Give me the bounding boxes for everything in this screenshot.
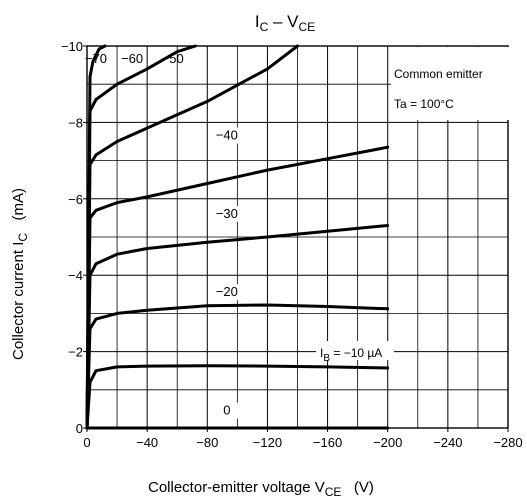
x-tick-label: −120 [253,435,282,450]
curve-label: −50 [162,51,184,66]
curve-label-background [212,205,241,222]
curve-ib-−70 [85,44,107,430]
curve-ib-−40 [85,145,390,430]
curves [85,44,390,430]
x-tick-label: −160 [313,435,342,450]
curve-label: −60 [121,51,143,66]
condition-common-emitter: Common emitter [394,67,483,81]
y-tick-label: −2 [68,345,83,360]
x-tick-label: −80 [196,435,218,450]
curve-label: 0 [223,403,230,418]
curve-ib-−30 [85,224,390,430]
y-tick-label: −4 [68,268,83,283]
x-tick-label: −40 [136,435,158,450]
curve-label-background [212,127,241,144]
y-tick-label: −6 [68,192,83,207]
y-tick-label: −8 [68,115,83,130]
x-axis-label: Collector-emitter voltage VCE (V) [148,479,374,499]
x-tick-label: −280 [493,435,522,450]
y-tick-label: 0 [76,421,83,436]
x-tick-label: −240 [433,435,462,450]
curve-ib-−20 [85,303,390,430]
y-tick-label: −10 [61,39,83,54]
condition-box [391,47,511,120]
x-tick-label: 0 [83,435,90,450]
curve-label-background [212,402,241,419]
ib-label: IB = −10 µA [320,346,382,364]
x-tick-label: −200 [373,435,402,450]
ib-label-background [316,341,394,360]
condition-temperature: Ta = 100°C [394,97,454,111]
x-tick-labels: 0 −40 −80 −120 −160 −200 −240 −280 [83,435,522,450]
curve-label: −30 [216,206,238,221]
curve-label: −40 [216,128,238,143]
curve-ib-base [85,364,390,430]
y-axis-label: Collector current IC (mA) [10,188,30,360]
curve-labels: 0 −20 −30 −40 −50 −60 −70 [85,51,241,419]
curve-label-background [212,284,241,301]
y-tick-labels: 0 −2 −4 −6 −8 −10 [61,39,83,436]
curve-label: −20 [216,284,238,299]
curve-label: −70 [85,51,107,66]
chart-title: IC – VCE [255,12,315,34]
